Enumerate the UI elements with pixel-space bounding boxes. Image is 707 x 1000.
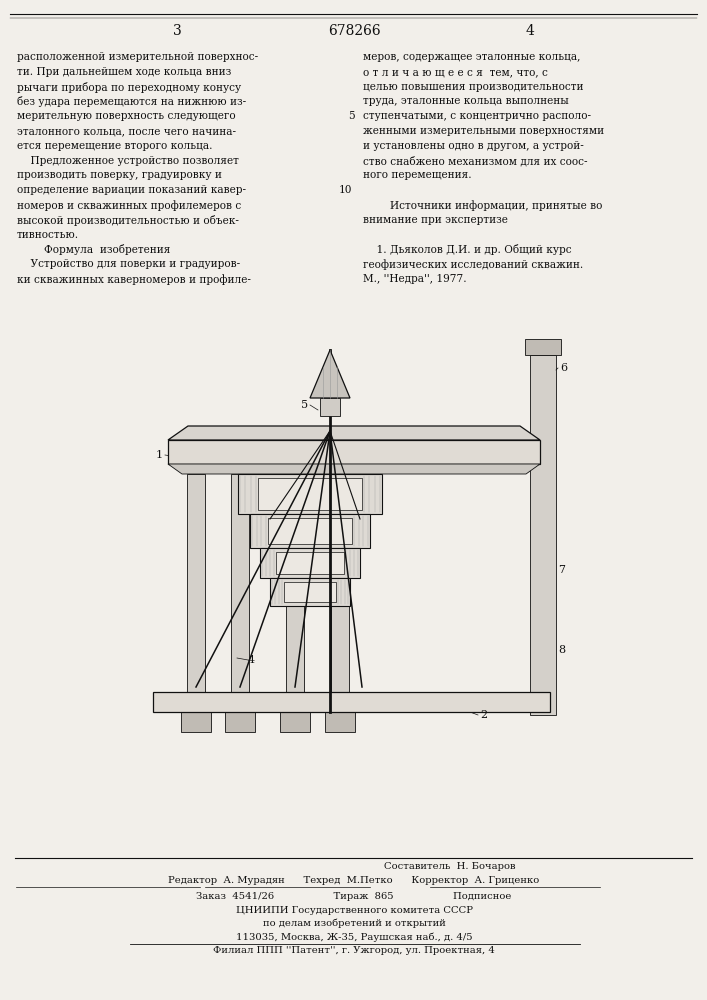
Bar — [280, 712, 310, 732]
Text: ется перемещение второго кольца.: ется перемещение второго кольца. — [17, 141, 213, 151]
Bar — [268, 518, 352, 544]
Text: 1: 1 — [156, 450, 163, 460]
Bar — [153, 692, 550, 712]
Bar — [525, 339, 561, 355]
Text: Источники информации, принятые во: Источники информации, принятые во — [363, 200, 602, 211]
Bar — [270, 578, 350, 606]
Text: 3: 3 — [173, 24, 182, 38]
Text: 678266: 678266 — [327, 24, 380, 38]
Text: расположенной измерительной поверхнос-: расположенной измерительной поверхнос- — [17, 52, 258, 62]
Bar — [250, 514, 370, 548]
Text: Составитель  Н. Бочаров: Составитель Н. Бочаров — [384, 862, 515, 871]
Text: ступенчатыми, с концентрично располо-: ступенчатыми, с концентрично располо- — [363, 111, 591, 121]
Bar — [325, 712, 355, 732]
Text: по делам изобретений и открытий: по делам изобретений и открытий — [262, 919, 445, 928]
Text: Устройство для поверки и градуиров-: Устройство для поверки и градуиров- — [17, 259, 240, 269]
Text: номеров и скважинных профилемеров с: номеров и скважинных профилемеров с — [17, 200, 241, 211]
Bar — [286, 474, 304, 692]
Text: Предложенное устройство позволяет: Предложенное устройство позволяет — [17, 156, 239, 166]
Bar — [225, 712, 255, 732]
Bar — [258, 478, 362, 510]
Bar — [276, 552, 344, 574]
Text: 3: 3 — [241, 495, 248, 505]
Bar — [331, 474, 349, 692]
Text: 6: 6 — [560, 363, 567, 373]
Text: 10: 10 — [339, 185, 352, 195]
Text: тивностью.: тивностью. — [17, 230, 79, 240]
Text: внимание при экспертизе: внимание при экспертизе — [363, 215, 508, 225]
Text: 7: 7 — [558, 565, 565, 575]
Text: эталонного кольца, после чего начина-: эталонного кольца, после чего начина- — [17, 126, 236, 136]
Text: ЦНИИПИ Государственного комитета СССР: ЦНИИПИ Государственного комитета СССР — [235, 906, 472, 915]
Bar — [320, 398, 340, 416]
Polygon shape — [168, 426, 540, 440]
Text: и установлены одно в другом, а устрой-: и установлены одно в другом, а устрой- — [363, 141, 584, 151]
Text: высокой производительностью и объек-: высокой производительностью и объек- — [17, 215, 239, 226]
Text: Редактор  А. Мурадян      Техред  М.Петко      Корректор  А. Гриценко: Редактор А. Мурадян Техред М.Петко Корре… — [168, 876, 539, 885]
Text: 113035, Москва, Ж-35, Раушская наб., д. 4/5: 113035, Москва, Ж-35, Раушская наб., д. … — [235, 932, 472, 942]
Text: 4: 4 — [248, 655, 255, 665]
Text: 4: 4 — [525, 24, 534, 38]
Polygon shape — [310, 350, 350, 398]
Text: женными измерительными поверхностями: женными измерительными поверхностями — [363, 126, 604, 136]
Bar — [284, 582, 336, 602]
Text: Филиал ППП ''Патент'', г. Ужгород, ул. Проектная, 4: Филиал ППП ''Патент'', г. Ужгород, ул. П… — [213, 946, 495, 955]
Text: определение вариации показаний кавер-: определение вариации показаний кавер- — [17, 185, 246, 195]
Text: 5: 5 — [301, 400, 308, 410]
Text: без удара перемещаются на нижнюю из-: без удара перемещаются на нижнюю из- — [17, 96, 246, 107]
Text: ного перемещения.: ного перемещения. — [363, 170, 472, 180]
Text: труда, эталонные кольца выполнены: труда, эталонные кольца выполнены — [363, 96, 568, 106]
Bar — [260, 548, 360, 578]
Bar — [168, 440, 540, 464]
Text: Заказ  4541/26                   Тираж  865                   Подписное: Заказ 4541/26 Тираж 865 Подписное — [197, 892, 512, 901]
Bar — [530, 355, 556, 715]
Text: Формула  изобретения: Формула изобретения — [17, 244, 170, 255]
Text: ти. При дальнейшем ходе кольца вниз: ти. При дальнейшем ходе кольца вниз — [17, 67, 231, 77]
Text: ство снабжено механизмом для их соос-: ство снабжено механизмом для их соос- — [363, 156, 588, 166]
Text: меров, содержащее эталонные кольца,: меров, содержащее эталонные кольца, — [363, 52, 580, 62]
Text: о т л и ч а ю щ е е с я  тем, что, с: о т л и ч а ю щ е е с я тем, что, с — [363, 67, 548, 77]
Text: целью повышения производительности: целью повышения производительности — [363, 82, 583, 92]
Text: ки скважинных каверномеров и профиле-: ки скважинных каверномеров и профиле- — [17, 274, 251, 285]
Text: геофизических исследований скважин.: геофизических исследований скважин. — [363, 259, 583, 270]
Bar — [238, 474, 382, 514]
Text: рычаги прибора по переходному конусу: рычаги прибора по переходному конусу — [17, 82, 241, 93]
Text: 1. Дьяколов Д.И. и др. Общий курс: 1. Дьяколов Д.И. и др. Общий курс — [363, 244, 572, 255]
Text: мерительную поверхность следующего: мерительную поверхность следующего — [17, 111, 235, 121]
Text: производить поверку, градуировку и: производить поверку, градуировку и — [17, 170, 222, 180]
Bar — [231, 474, 249, 692]
Bar — [187, 474, 205, 692]
Text: М., ''Недра'', 1977.: М., ''Недра'', 1977. — [363, 274, 467, 284]
Text: 8: 8 — [558, 645, 565, 655]
Bar — [181, 712, 211, 732]
Text: 2: 2 — [480, 710, 487, 720]
Polygon shape — [168, 464, 540, 474]
Text: 5: 5 — [349, 111, 355, 121]
